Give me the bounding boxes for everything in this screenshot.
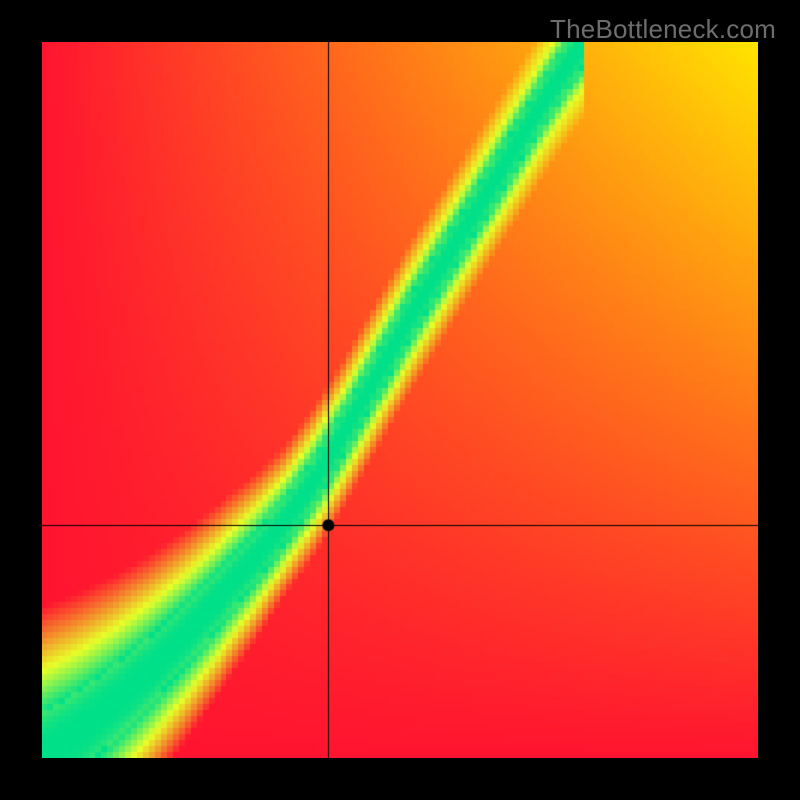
- chart-container: TheBottleneck.com: [0, 0, 800, 800]
- watermark-text: TheBottleneck.com: [550, 14, 776, 45]
- bottleneck-heatmap: [42, 42, 758, 758]
